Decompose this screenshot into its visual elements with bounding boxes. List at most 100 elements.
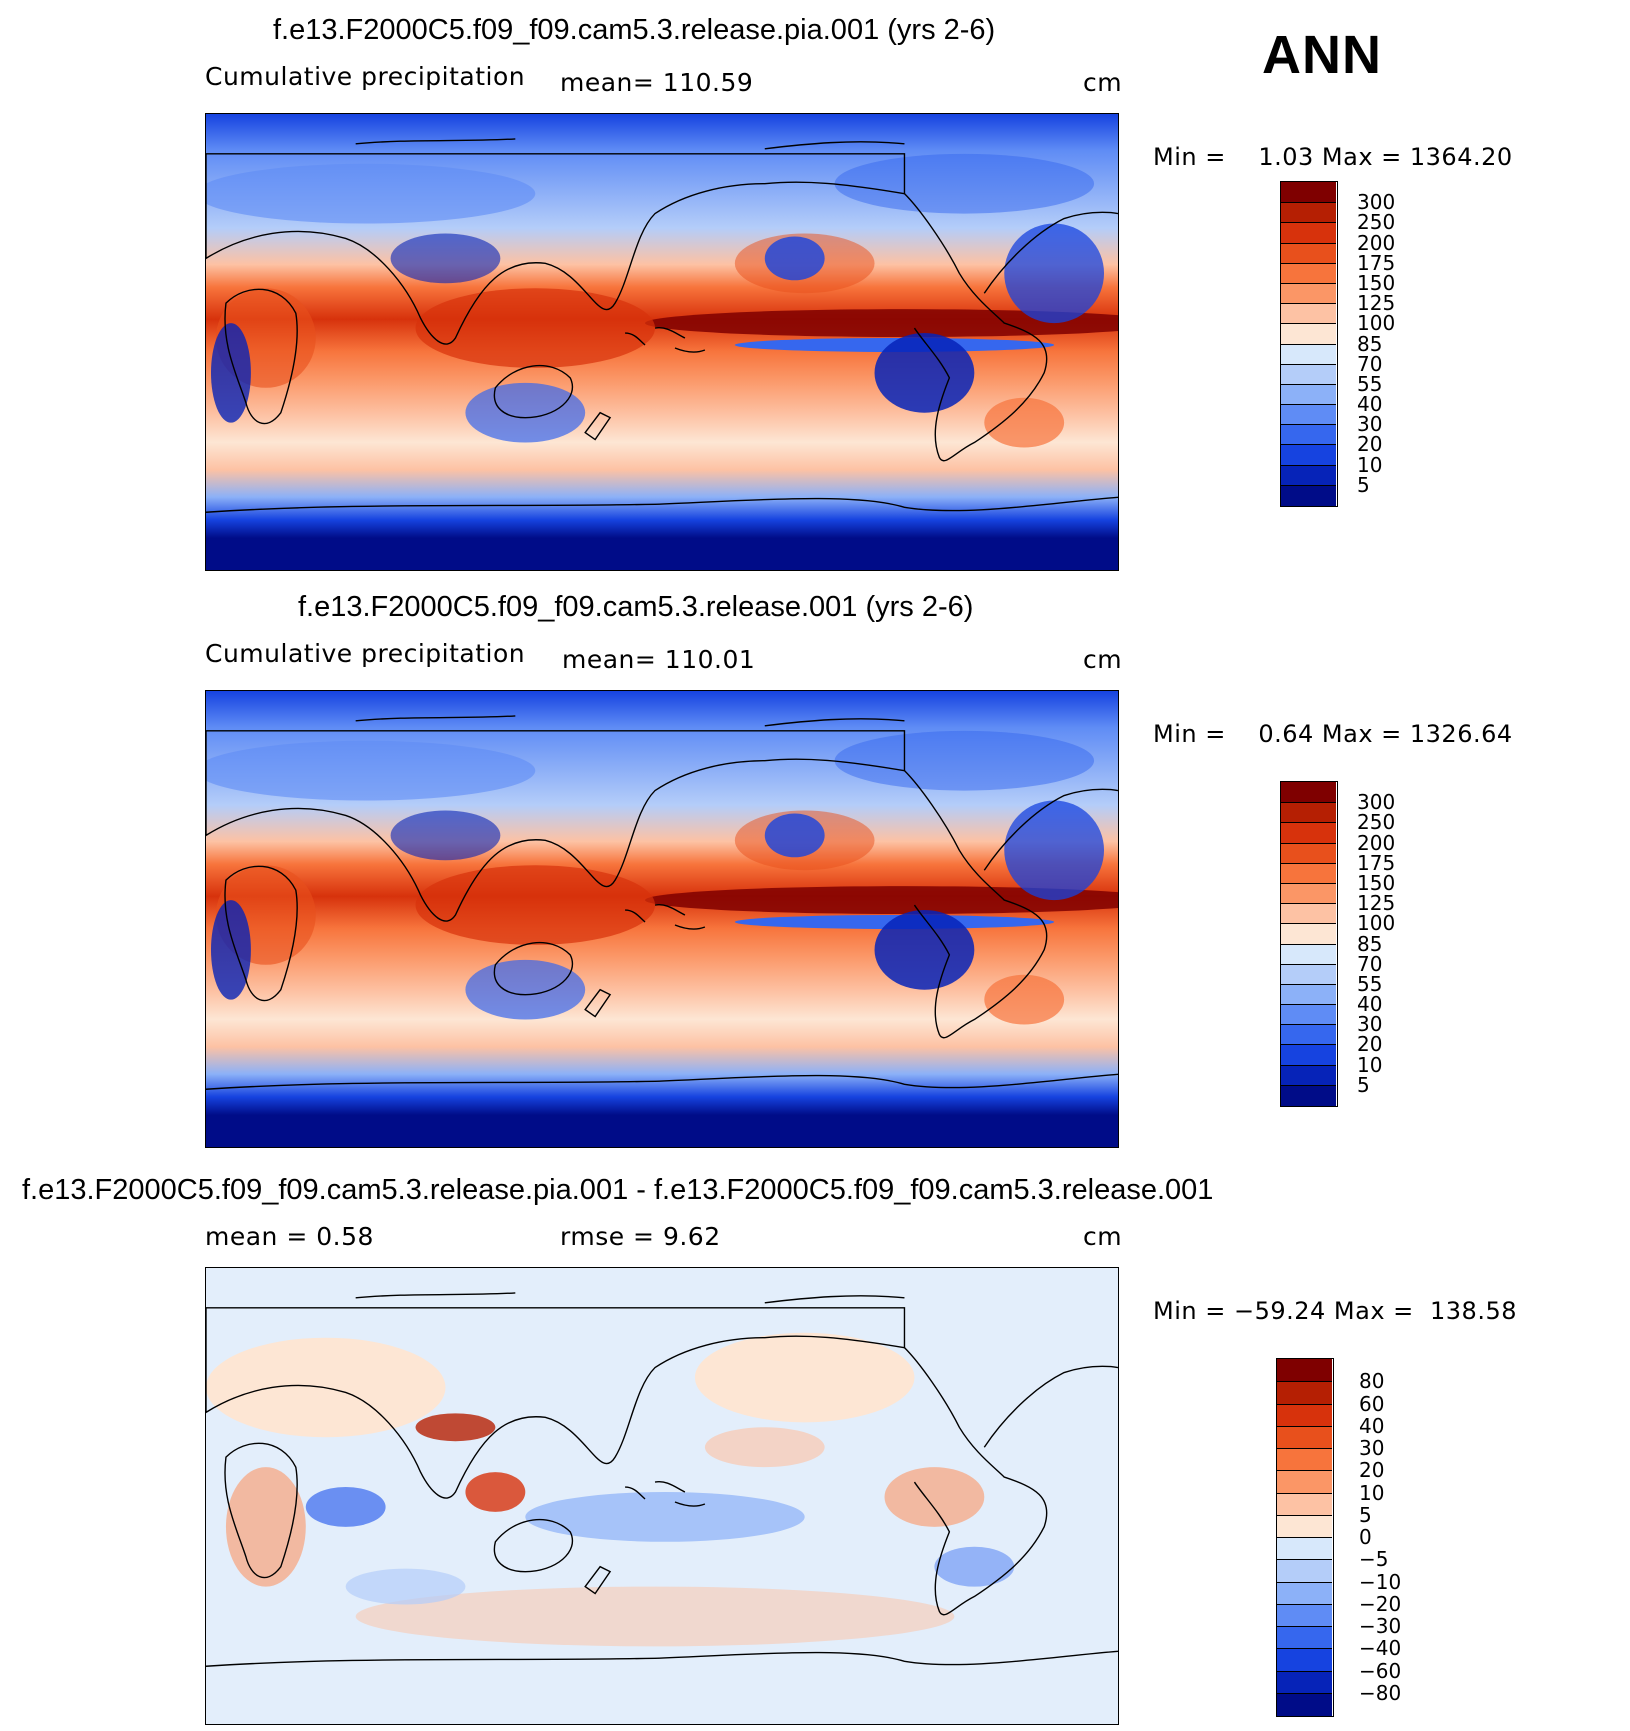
colorbar-tick [1281, 404, 1336, 406]
colorbar-swatch [1281, 943, 1336, 965]
colorbar-label: 80 [1359, 1369, 1385, 1394]
colorbar-label: 250 [1357, 210, 1396, 235]
rmse-label: rmse = 9.62 [560, 1222, 721, 1251]
colorbar-label: 125 [1357, 291, 1396, 316]
colorbar-swatch [1281, 343, 1336, 365]
colorbar-label: 150 [1357, 870, 1396, 895]
field-label: Cumulative precipitation [205, 639, 526, 668]
colorbar-tick [1281, 1084, 1336, 1086]
colorbar-swatch [1281, 862, 1336, 884]
colorbar-swatch [1281, 202, 1336, 223]
colorbar-swatch [1277, 1692, 1332, 1716]
difference-features [206, 1332, 1015, 1647]
colorbar-swatch [1281, 464, 1336, 486]
min-max-label: Min = 1.03 Max = 1364.20 [1153, 143, 1513, 171]
field-label: Cumulative precipitation [205, 62, 526, 91]
precip-features [206, 730, 1118, 1025]
colorbar-label: 200 [1357, 230, 1396, 255]
colorbar-label: 5 [1357, 472, 1370, 497]
colorbar-tick [1277, 1514, 1332, 1516]
colorbar-label: 300 [1357, 790, 1396, 815]
panel-model-pia: f.e13.F2000C5.f09_f09.cam5.3.release.pia… [0, 0, 1630, 577]
colorbar-label: 150 [1357, 270, 1396, 295]
colorbar-swatch [1281, 903, 1336, 924]
colorbar-label: 100 [1357, 911, 1396, 936]
colorbar-tick [1277, 1670, 1332, 1672]
colorbar-swatch [1281, 1004, 1336, 1025]
mean-label: mean = 0.58 [205, 1222, 374, 1251]
colorbar-swatch [1277, 1537, 1332, 1560]
colorbar-swatch [1277, 1470, 1332, 1493]
colorbar-swatch [1281, 182, 1336, 203]
colorbar-label: 40 [1357, 992, 1383, 1017]
colorbar-tick [1277, 1559, 1332, 1561]
colorbar-tick [1281, 202, 1336, 204]
colorbar-tick [1281, 323, 1336, 325]
colorbar-tick [1281, 464, 1336, 466]
precip-features [206, 153, 1118, 448]
colorbar-tick [1281, 383, 1336, 385]
colorbar-label: 300 [1357, 190, 1396, 215]
colorbar-swatch [1281, 303, 1336, 324]
colorbar-label: −60 [1359, 1658, 1402, 1683]
mean-label: mean= 110.59 [560, 68, 754, 97]
colorbar-swatch [1281, 484, 1336, 506]
colorbar-label: 30 [1357, 412, 1383, 437]
colorbar-swatch [1281, 1044, 1336, 1066]
precip-map [205, 113, 1119, 571]
panel-model-control: f.e13.F2000C5.f09_f09.cam5.3.release.001… [0, 577, 1630, 1154]
colorbar-label: −80 [1359, 1680, 1402, 1705]
colorbar-tick [1277, 1448, 1332, 1449]
colorbar-tick [1277, 1537, 1332, 1538]
colorbar-label: 5 [1359, 1502, 1372, 1527]
colorbar-tick [1281, 1004, 1336, 1006]
colorbar-tick [1281, 1024, 1336, 1026]
colorbar-label: −20 [1359, 1591, 1402, 1616]
colorbar-swatch [1277, 1492, 1332, 1516]
colorbar-tick [1281, 242, 1336, 244]
colorbar-swatch [1277, 1359, 1332, 1382]
colorbar-swatch [1281, 323, 1336, 344]
colorbar-label: 60 [1359, 1391, 1385, 1416]
colorbar-tick [1277, 1692, 1332, 1694]
colorbar-label: 85 [1357, 331, 1383, 356]
colorbar-swatch [1281, 923, 1336, 944]
colorbar-tick [1277, 1403, 1332, 1405]
coastlines [206, 138, 1118, 513]
colorbar-swatch [1277, 1514, 1332, 1538]
difference-map [205, 1267, 1119, 1725]
colorbar-swatch [1277, 1581, 1332, 1605]
units-label: cm [1083, 68, 1123, 97]
colorbar-label: 20 [1359, 1458, 1385, 1483]
colorbar-tick [1281, 983, 1336, 985]
units-label: cm [1083, 1222, 1123, 1251]
colorbar-swatch [1281, 424, 1336, 445]
colorbar-precip: 300 250 200 175 150 125 100 85 70 55 40 30 20 10 5 [1280, 181, 1395, 507]
colorbar-label: 175 [1357, 850, 1396, 875]
colorbar-label: −5 [1359, 1547, 1389, 1572]
colorbar-label: 40 [1357, 392, 1383, 417]
colorbar-label: 85 [1357, 931, 1383, 956]
colorbar-label: 200 [1357, 830, 1396, 855]
colorbar-swatch [1277, 1448, 1332, 1471]
colorbar-label: 40 [1359, 1413, 1385, 1438]
colorbar-tick [1281, 282, 1336, 284]
colorbar-label: 20 [1357, 1032, 1383, 1057]
colorbar-tick [1277, 1381, 1332, 1383]
coastlines [206, 715, 1118, 1090]
map-canvas [206, 691, 1118, 1147]
colorbar-tick [1281, 862, 1336, 864]
panel-difference: f.e13.F2000C5.f09_f09.cam5.3.release.pia… [0, 1154, 1630, 1731]
colorbar-swatch [1281, 262, 1336, 284]
colorbar-tick [1281, 882, 1336, 884]
colorbar-swatch [1277, 1603, 1332, 1627]
colorbar-label: 30 [1359, 1436, 1385, 1460]
colorbar-tick [1277, 1425, 1332, 1427]
colorbar-swatch [1281, 1064, 1336, 1086]
colorbar-label: 30 [1357, 1012, 1383, 1037]
colorbar-swatch [1281, 282, 1336, 304]
colorbar-tick [1277, 1581, 1332, 1583]
colorbar-tick [1281, 343, 1336, 345]
colorbar-swatch [1281, 963, 1336, 985]
colorbar-tick [1281, 822, 1336, 824]
